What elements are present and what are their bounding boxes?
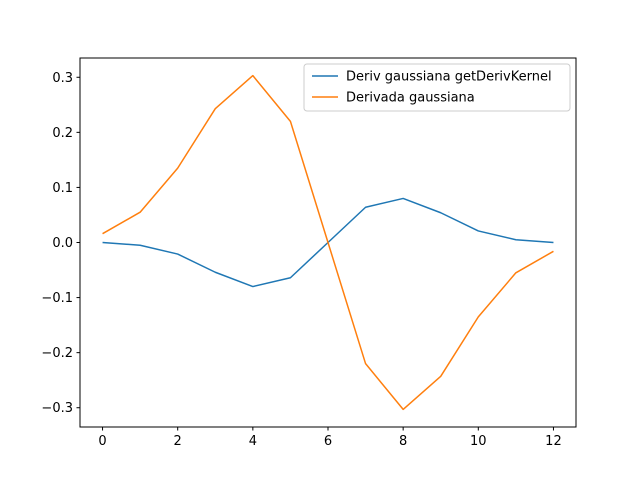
y-tick-label: 0.2 — [52, 126, 73, 141]
y-tick-label: −0.1 — [41, 291, 73, 306]
y-tick-label: −0.2 — [41, 346, 73, 361]
series-layer — [102, 74, 554, 411]
x-tick-label: 0 — [98, 434, 106, 449]
y-tick-label: −0.3 — [41, 401, 73, 416]
legend: Deriv gaussiana getDerivKernel Derivada g… — [303, 63, 571, 112]
y-tick-label: 0.1 — [52, 181, 73, 196]
x-tick-label: 4 — [249, 434, 257, 449]
y-tick-label: 0.0 — [52, 236, 73, 251]
legend-box — [303, 63, 571, 112]
series-line-2 — [102, 74, 554, 411]
x-tick-label: 2 — [174, 434, 182, 449]
x-tick-label: 6 — [324, 434, 332, 449]
x-tick-label: 8 — [399, 434, 407, 449]
legend-label-1: Deriv gaussiana getDerivKernel — [346, 70, 552, 85]
y-tick-label: 0.3 — [52, 71, 73, 86]
x-tick-label: 10 — [470, 434, 487, 449]
legend-label-2: Derivada gaussiana — [346, 91, 475, 106]
y-axis: −0.3 −0.2 −0.1 0.0 0.1 0.2 0.3 — [41, 71, 80, 416]
x-tick-label: 12 — [545, 434, 562, 449]
x-axis: 0 2 4 6 8 10 12 — [98, 427, 562, 449]
